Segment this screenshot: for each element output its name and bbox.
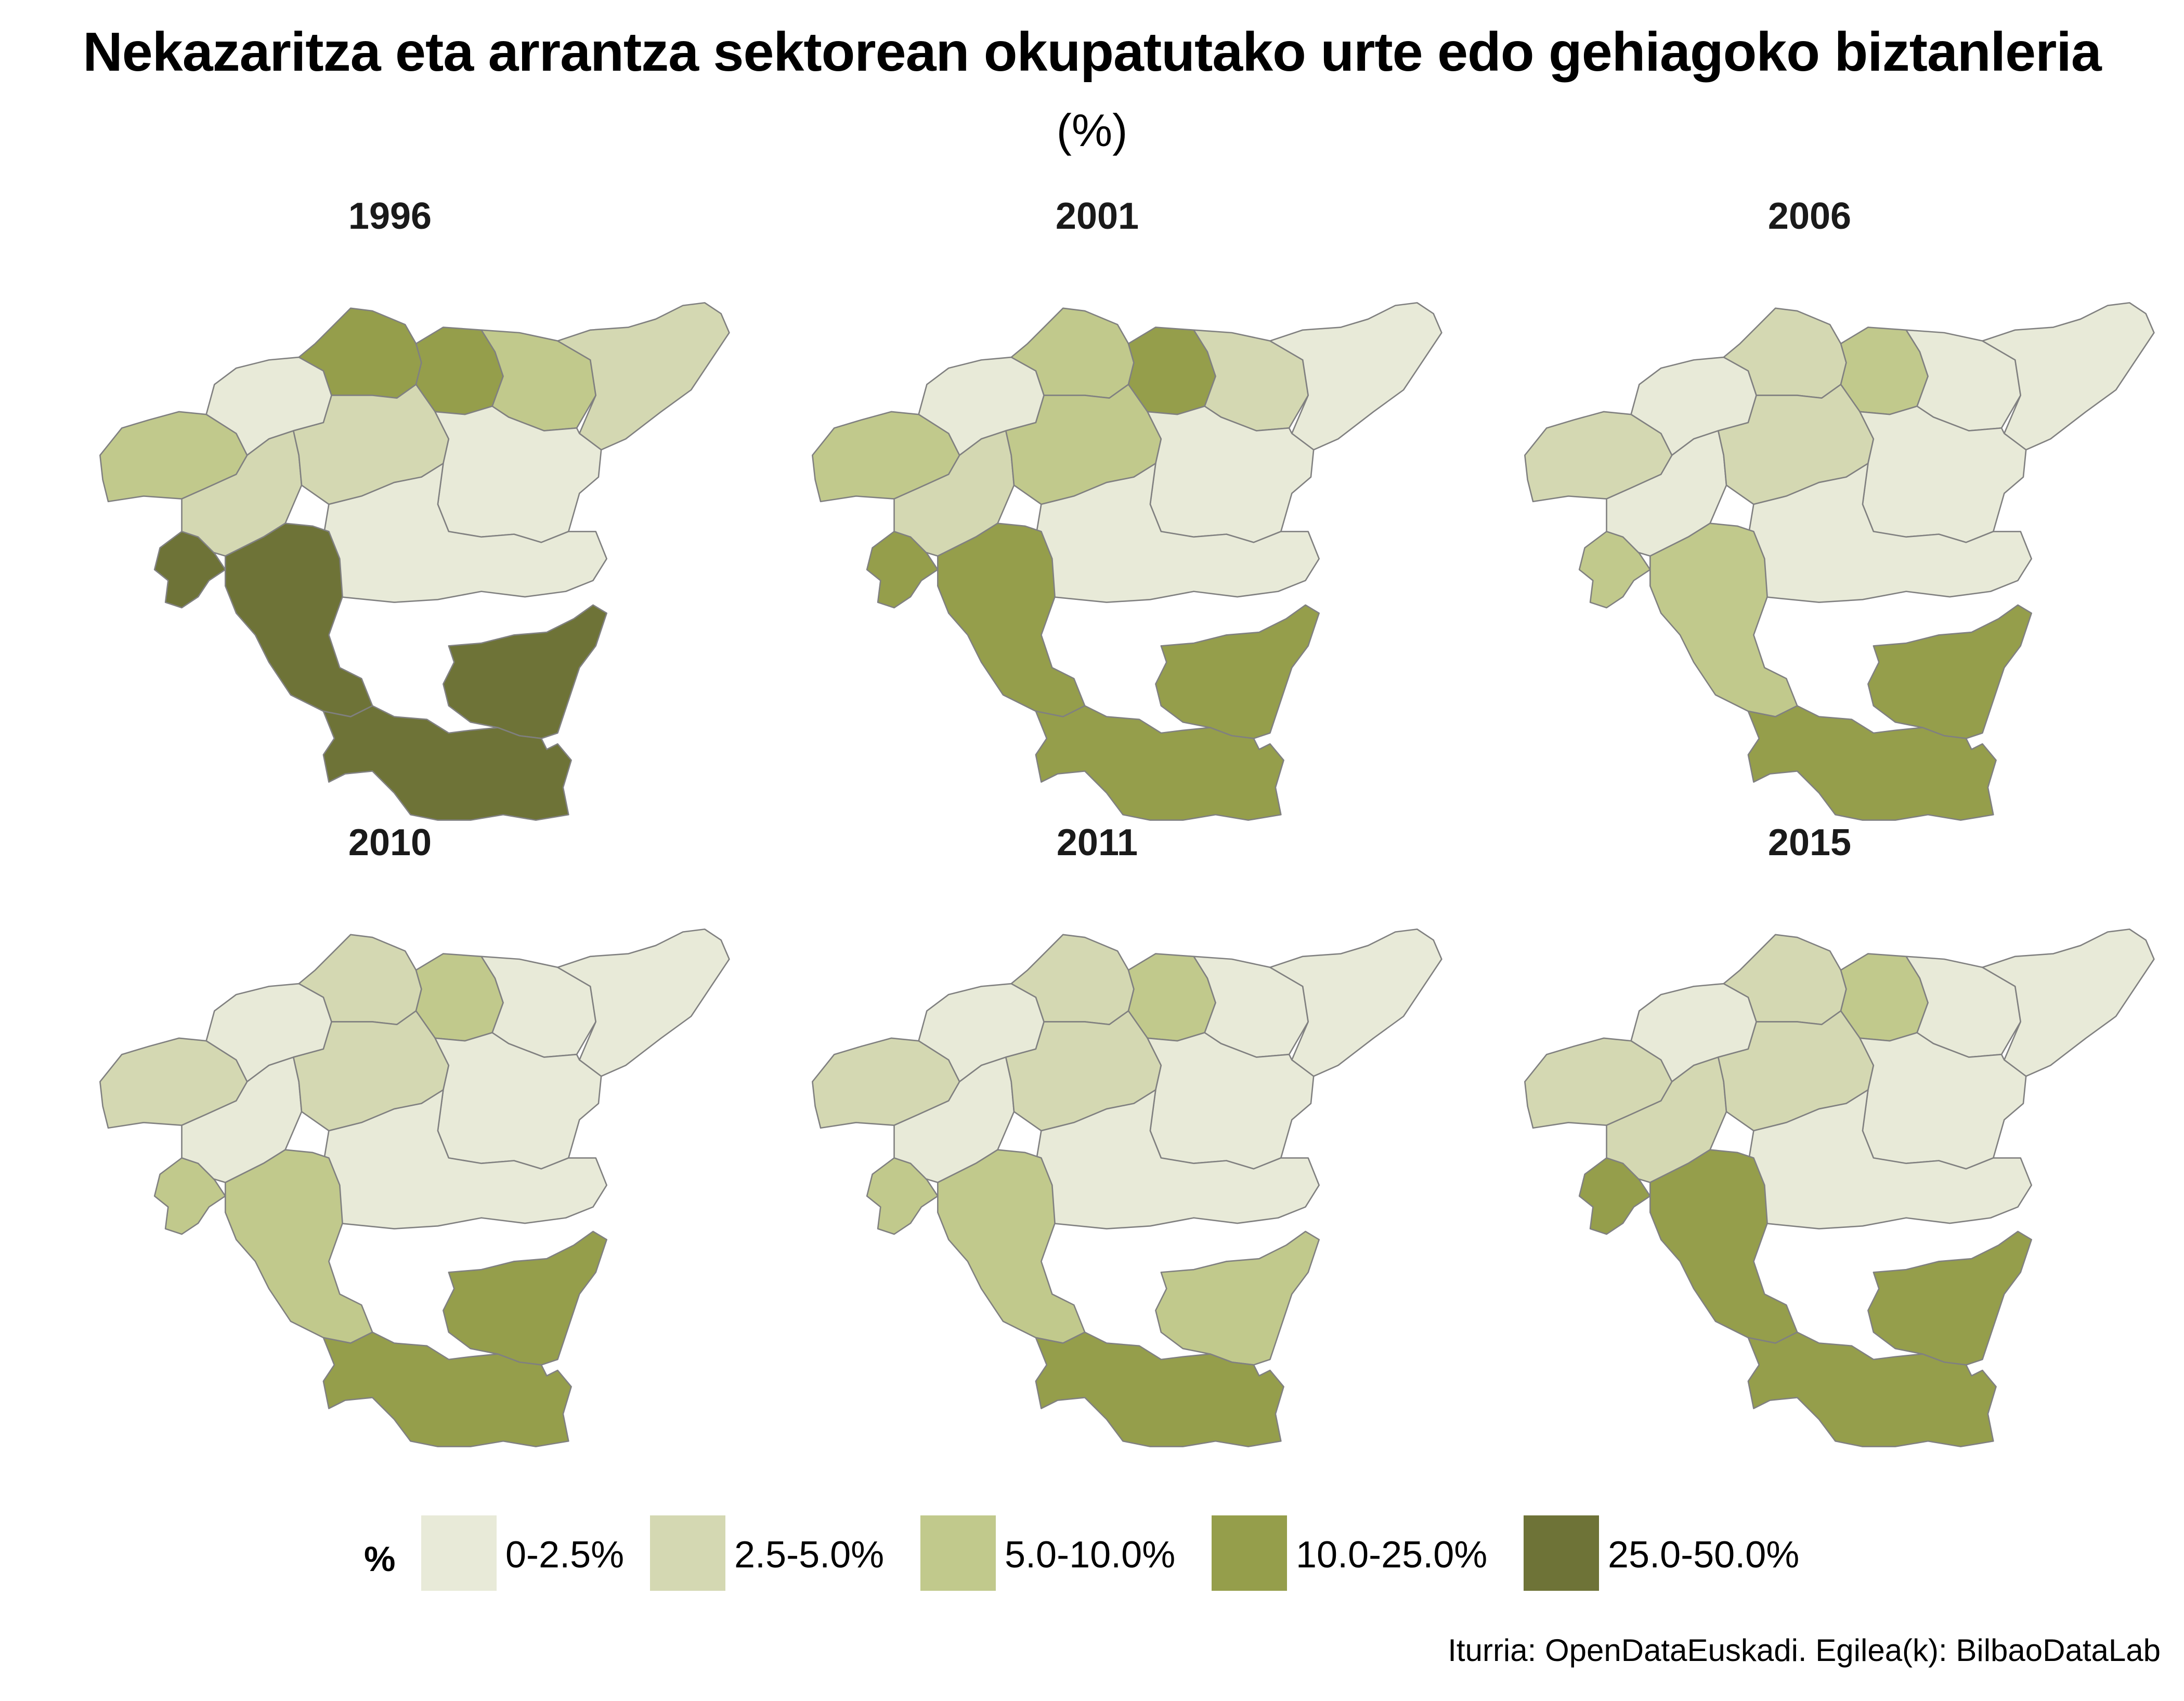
region-sw [1649,522,1798,717]
region-swSmall [866,1157,939,1235]
choropleth-1996 [99,302,730,821]
chart-subtitle: (%) [1056,104,1128,156]
region-ss [1035,705,1284,821]
region-ss [1747,1331,1997,1447]
region-south [1030,463,1320,603]
choropleth-2010 [99,928,730,1447]
region-se [1155,604,1320,739]
map-2011 [764,902,1492,1474]
region-swSmall [866,531,939,609]
legend-swatch-1 [421,1515,497,1591]
legend-label-1: 0-2.5% [505,1534,625,1576]
region-ss [322,705,572,821]
region-se [1867,1231,2032,1366]
map-2010 [52,902,780,1474]
panel-title-2006: 2006 [1767,195,1852,237]
legend: % 0-2.5% 2.5-5.0% 5.0-10.0% 10.0-25.0% 2… [0,1515,2184,1593]
region-swSmall [153,1157,226,1235]
panel-title-2001: 2001 [1055,195,1139,237]
legend-swatch-4 [1212,1515,1287,1591]
region-sw [937,1149,1086,1344]
choropleth-2001 [812,302,1442,821]
choropleth-2011 [812,928,1442,1447]
region-south [1742,463,2032,603]
map-2006 [1477,276,2184,847]
region-south [1742,1089,2032,1229]
region-sw [1649,1149,1798,1344]
source-caption: Iturria: OpenDataEuskadi. Egilea(k): Bil… [1448,1633,2161,1668]
legend-label-2: 2.5-5.0% [734,1534,885,1576]
legend-title: % [364,1539,396,1579]
region-sw [225,522,373,717]
region-swSmall [1578,531,1651,609]
region-sw [225,1149,373,1344]
region-ss [1035,1331,1284,1447]
legend-label-3: 5.0-10.0% [1005,1534,1176,1576]
legend-swatch-2 [650,1515,725,1591]
legend-label-4: 10.0-25.0% [1296,1534,1488,1576]
region-se [1867,604,2032,739]
panel-title-2011: 2011 [1056,822,1138,863]
region-east [1982,302,2155,451]
region-east [557,928,730,1077]
region-south [317,1089,607,1229]
panel-title-2015: 2015 [1767,822,1852,863]
region-east [557,302,730,451]
map-2001 [764,276,1492,847]
region-east [1982,928,2155,1077]
region-swSmall [153,531,226,609]
map-2015 [1477,902,2184,1474]
legend-label-5: 25.0-50.0% [1608,1534,1800,1576]
region-sw [937,522,1086,717]
region-south [317,463,607,603]
map-1996 [52,276,780,847]
region-se [443,1231,607,1366]
region-se [1155,1231,1320,1366]
region-se [443,604,607,739]
region-east [1269,928,1442,1077]
region-ss [322,1331,572,1447]
region-ss [1747,705,1997,821]
panel-title-1996: 1996 [348,195,432,237]
panel-title-2010: 2010 [348,822,432,863]
chart-title: Nekazaritza eta arrantza sektorean okupa… [83,21,2102,83]
region-south [1030,1089,1320,1229]
region-east [1269,302,1442,451]
region-swSmall [1578,1157,1651,1235]
legend-swatch-3 [920,1515,996,1591]
legend-swatch-5 [1524,1515,1599,1591]
choropleth-2006 [1524,302,2155,821]
choropleth-2015 [1524,928,2155,1447]
